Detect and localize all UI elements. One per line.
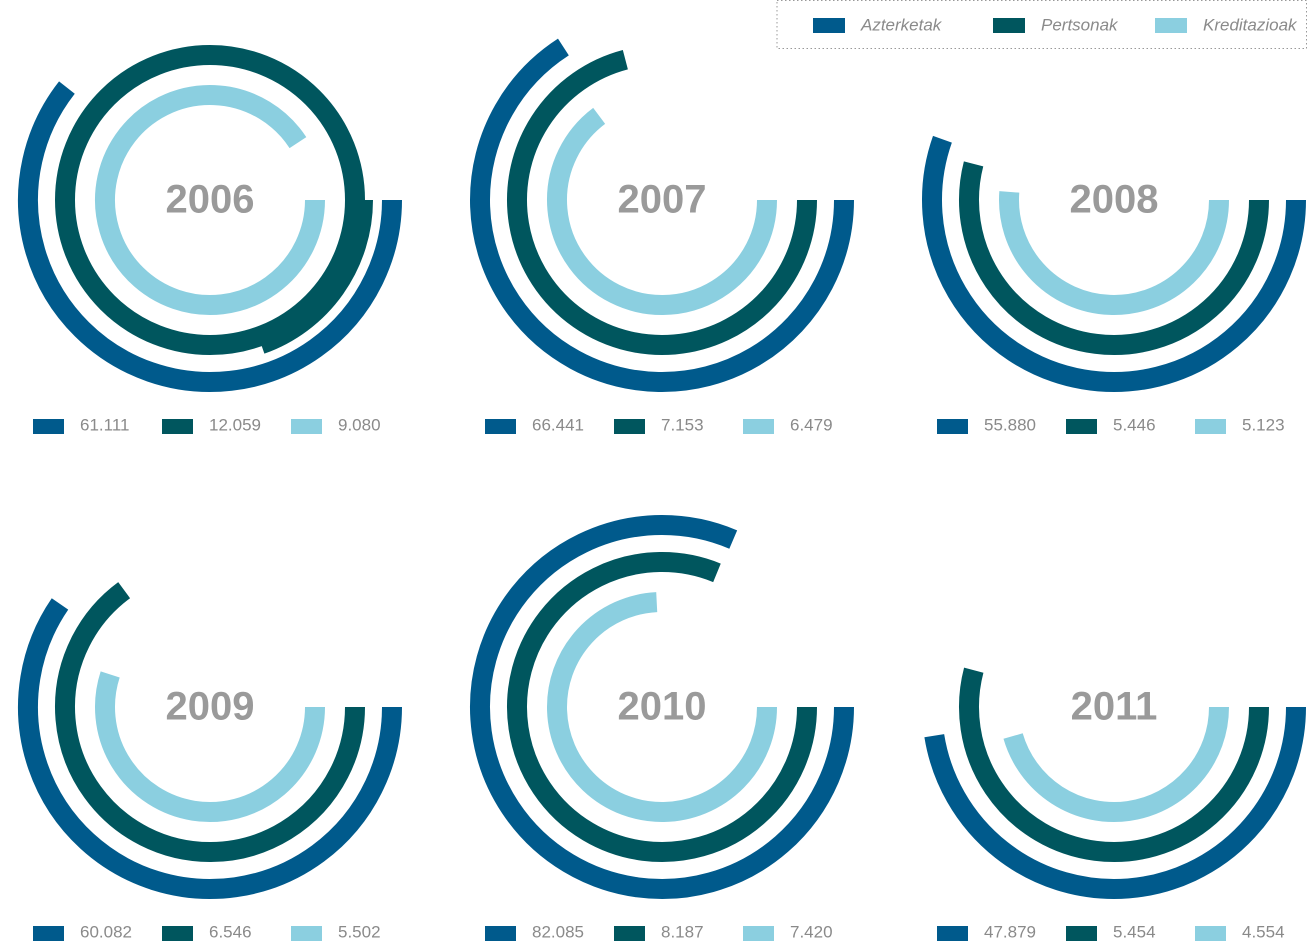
value-label: 5.446: [1113, 415, 1156, 434]
arc-bar: [507, 50, 817, 355]
value-label: 5.454: [1113, 922, 1156, 941]
value-swatch: [1195, 419, 1226, 434]
value-label: 4.554: [1242, 922, 1285, 941]
legend-label: Kreditazioak: [1203, 15, 1298, 34]
legend-label: Azterketak: [860, 15, 943, 34]
value-label: 6.546: [209, 922, 252, 941]
legend-swatch: [993, 18, 1025, 33]
arc-bar: [959, 667, 1269, 862]
arc-bar: [95, 85, 325, 315]
value-swatch: [743, 926, 774, 941]
year-label: 2011: [1071, 685, 1158, 729]
arc-bar: [470, 515, 854, 899]
value-label: 82.085: [532, 922, 584, 941]
year-label: 2007: [618, 178, 707, 222]
arc-bar: [95, 671, 325, 822]
arc-bar: [1003, 706, 1229, 822]
value-label: 12.059: [209, 415, 261, 434]
arc-bar: [922, 135, 1306, 392]
value-label: 7.153: [661, 415, 704, 434]
legend-label: Pertsonak: [1041, 15, 1119, 34]
value-swatch: [33, 926, 64, 941]
value-label: 7.420: [790, 922, 833, 941]
year-label: 2006: [166, 178, 255, 222]
arc-bar: [547, 592, 777, 822]
legend-swatch: [813, 18, 845, 33]
value-swatch: [485, 419, 516, 434]
value-label: 6.479: [790, 415, 833, 434]
value-swatch: [937, 926, 968, 941]
value-label: 9.080: [338, 415, 381, 434]
value-swatch: [743, 419, 774, 434]
value-label: 5.502: [338, 922, 381, 941]
arc-bar: [547, 107, 777, 315]
value-swatch: [162, 926, 193, 941]
value-label: 61.111: [80, 415, 129, 434]
value-swatch: [1066, 926, 1097, 941]
value-swatch: [614, 419, 645, 434]
year-label: 2010: [618, 685, 707, 729]
arc-bar: [924, 706, 1306, 899]
value-label: 60.082: [80, 922, 132, 941]
value-swatch: [33, 419, 64, 434]
arc-bar: [55, 582, 365, 862]
value-swatch: [291, 926, 322, 941]
arc-bar: [18, 81, 402, 392]
value-label: 66.441: [532, 415, 584, 434]
value-label: 5.123: [1242, 415, 1285, 434]
arc-bar: [999, 191, 1229, 315]
value-swatch: [614, 926, 645, 941]
value-label: 47.879: [984, 922, 1036, 941]
value-swatch: [485, 926, 516, 941]
value-swatch: [1195, 926, 1226, 941]
value-label: 8.187: [661, 922, 704, 941]
arc-bar: [959, 161, 1269, 355]
year-label: 2008: [1070, 178, 1159, 222]
value-swatch: [291, 419, 322, 434]
year-label: 2009: [166, 685, 255, 729]
legend-swatch: [1155, 18, 1187, 33]
arc-bar: [55, 44, 373, 355]
value-swatch: [1066, 419, 1097, 434]
value-swatch: [937, 419, 968, 434]
value-swatch: [162, 419, 193, 434]
arc-bar: [18, 598, 402, 899]
arc-bar: [470, 38, 854, 392]
arc-bar: [507, 552, 817, 862]
value-label: 55.880: [984, 415, 1036, 434]
